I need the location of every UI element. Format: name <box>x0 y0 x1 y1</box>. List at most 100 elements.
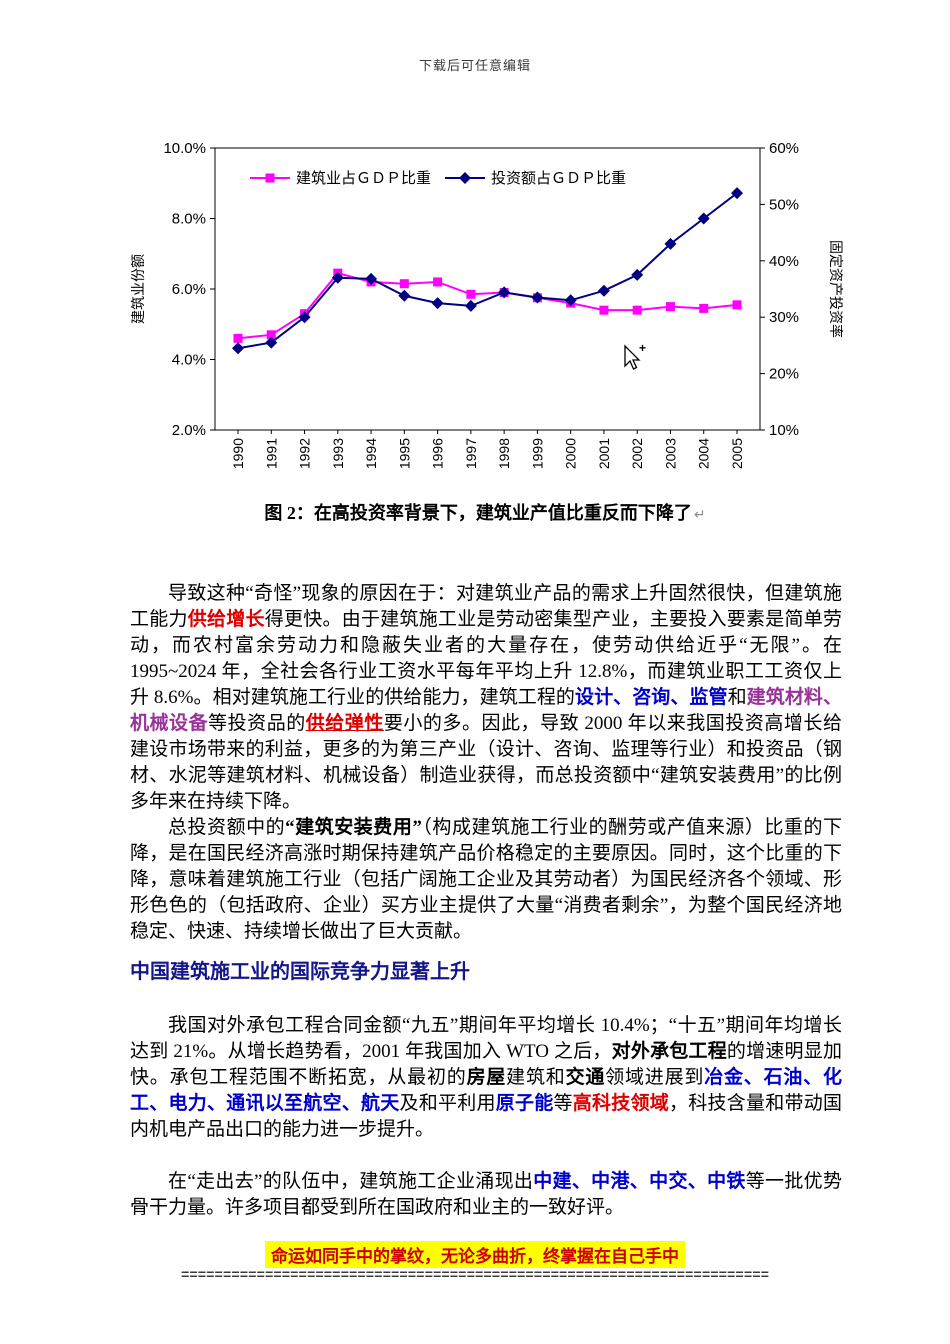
x-axis-tick-label: 1993 <box>330 438 346 469</box>
data-point <box>365 272 378 285</box>
legend-label: 建筑业占ＧＤＰ比重 <box>296 170 431 187</box>
x-axis-tick-label: 2005 <box>729 438 745 469</box>
text-run: 领域进展到 <box>605 1067 705 1088</box>
chart-container: 10.0% 8.0% 6.0% 4.0% 2.0% 建筑业份额 60% 50% 40% 30% 20… <box>115 138 855 493</box>
text-run: 得更快。由于建筑施工业是劳动密集型产业，主要投入要素是简单劳动，而农村富余劳动力… <box>130 609 847 708</box>
x-axis-tick-label: 1995 <box>396 438 412 469</box>
plot-area <box>214 147 761 431</box>
x-axis-tick-label: 1991 <box>263 438 279 469</box>
x-axis-tick-label: 2002 <box>629 438 645 469</box>
right-axis-tick-label: 40% <box>769 253 799 270</box>
text-run: 等投资品的 <box>208 713 306 734</box>
data-point <box>664 237 677 250</box>
x-axis-tick-label: 2000 <box>563 438 579 469</box>
right-axis-tick-label: 60% <box>769 140 799 157</box>
x-axis: 1990 1991 1992 1993 1994 1995 1996 1997 1998 1999… <box>230 430 745 469</box>
legend-label: 投资额占ＧＤＰ比重 <box>491 170 626 187</box>
paragraph-supply-growth: 导致这种“奇怪”现象的原因在于：对建筑业产品的需求上升固然很快，但建筑施工能力供… <box>130 581 842 815</box>
plot-border <box>214 147 761 431</box>
text-run: （构成建筑施工行业的酬劳或产值来源）比重的下降，是在国民经济高涨时期保持建筑产品… <box>130 817 842 942</box>
paragraph-going-out-enterprises: 在“走出去”的队伍中，建筑施工企业涌现出中建、中港、中交、中铁等一批优势骨干力量… <box>130 1169 842 1221</box>
data-point <box>466 289 476 299</box>
left-axis-tick-label: 6.0% <box>172 281 206 298</box>
x-axis-tick-label: 1999 <box>529 438 545 469</box>
data-point <box>464 299 477 312</box>
footer-quote-line: 命运如同手中的掌纹，无论多曲折，终掌握在自己手中 <box>0 1241 950 1268</box>
text-run: 建筑材料、机械设备 <box>130 687 842 734</box>
text-run: 交通 <box>565 1067 606 1088</box>
data-point <box>433 277 443 287</box>
data-point <box>665 302 675 312</box>
series-line <box>237 272 738 340</box>
x-axis-tick-label: 1996 <box>430 438 446 469</box>
text-run: 冶金、石油、化工、电力、通讯以至航空、航天 <box>130 1067 842 1114</box>
text-run: ，科技含量和带动国内机电产品出口的能力进一步提升。 <box>130 1093 842 1140</box>
footer-quote-highlight: 命运如同手中的掌纹，无论多曲折，终掌握在自己手中 <box>265 1241 685 1268</box>
paragraph-return-mark: ↵ <box>693 508 706 523</box>
x-axis-tick-label: 2001 <box>596 438 612 469</box>
x-axis-tick-label: 1994 <box>363 438 379 469</box>
text-run: “建筑安装费用” <box>285 817 422 838</box>
x-axis-tick-label: 1992 <box>297 438 313 469</box>
data-point <box>266 330 276 340</box>
data-point <box>697 212 710 225</box>
data-point <box>233 333 243 343</box>
x-axis-tick-label: 1997 <box>463 438 479 469</box>
paragraph-overseas-contracting: 我国对外承包工程合同金额“九五”期间年平均增长 10.4%；“十五”期间年均增长… <box>130 1013 842 1143</box>
text-run: 总投资额中的 <box>168 817 286 838</box>
series-line <box>237 192 738 350</box>
data-point <box>265 336 278 349</box>
text-run: 等一批优势骨干力量。许多项目都受到所在国政府和业主的一致好评。 <box>130 1171 842 1218</box>
x-axis-tick-label: 2004 <box>696 438 712 469</box>
x-axis-tick-label: 2003 <box>662 438 678 469</box>
right-axis: 60% 50% 40% 30% 20% 10% 固定资产投资率 <box>760 140 844 439</box>
text-run: 供给弹性 <box>305 713 384 734</box>
left-axis-title: 建筑业份额 <box>130 254 146 324</box>
left-axis-tick-label: 10.0% <box>163 140 206 157</box>
left-axis: 10.0% 8.0% 6.0% 4.0% 2.0% 建筑业份额 <box>130 140 215 439</box>
data-point <box>632 305 642 315</box>
x-axis-tick-label: 1990 <box>230 438 246 469</box>
data-point <box>459 172 471 184</box>
text-run: 和 <box>727 687 747 708</box>
chart-caption: 图 2：在高投资率背景下，建筑业产值比重反而下降了 ↵ <box>115 499 855 525</box>
text-run: 中建、中港、中交、中铁 <box>533 1171 746 1192</box>
left-axis-tick-label: 8.0% <box>172 211 206 228</box>
data-point <box>232 342 244 355</box>
data-point <box>431 297 444 310</box>
data-point <box>699 303 709 313</box>
data-point <box>599 305 609 315</box>
right-axis-tick-label: 50% <box>769 196 799 213</box>
text-run: 原子能 <box>495 1093 554 1114</box>
data-point <box>531 291 544 304</box>
text-run: 建筑和 <box>506 1067 566 1088</box>
line-chart: 10.0% 8.0% 6.0% 4.0% 2.0% 建筑业份额 60% 50% 40% 30% 20… <box>130 140 844 469</box>
text-run: 导致这种“奇怪”现象的原因在于：对建筑业产品的需求上升固然很快，但建筑施工能力 <box>130 583 842 630</box>
left-axis-tick-label: 4.0% <box>172 352 206 369</box>
chart-caption-text: 图 2：在高投资率背景下，建筑业产值比重反而下降了 <box>264 503 692 523</box>
data-point <box>298 311 311 324</box>
text-run: 高科技领域 <box>572 1093 669 1114</box>
text-run: 供给增长 <box>187 609 265 630</box>
mouse-cursor-icon: + <box>624 341 646 370</box>
data-point <box>265 173 275 183</box>
text-run: 在“走出去”的队伍中，建筑施工企业涌现出 <box>168 1171 534 1192</box>
text-run: 设计、咨询、监管 <box>575 687 728 708</box>
page-header-note: 下载后可任意编辑 <box>418 58 531 73</box>
right-axis-tick-label: 30% <box>769 309 799 326</box>
data-point <box>631 268 644 281</box>
cursor-plus: + <box>639 341 646 355</box>
right-axis-title: 固定资产投资率 <box>828 240 844 338</box>
data-point <box>398 289 411 302</box>
left-axis-tick-label: 2.0% <box>172 422 206 439</box>
chart-legend: 建筑业占ＧＤＰ比重 投资额占ＧＤＰ比重 <box>250 170 626 187</box>
x-axis-tick-label: 1998 <box>496 438 512 469</box>
text-run: 等 <box>553 1093 573 1114</box>
cursor-arrow <box>624 344 641 370</box>
document-body: 导致这种“奇怪”现象的原因在于：对建筑业产品的需求上升固然很快，但建筑施工能力供… <box>130 581 842 1221</box>
text-run: 要小的多。因此，导致 2000 年以来我国投资高增长给建设市场带来的利益，更多的… <box>130 713 842 812</box>
data-point <box>732 300 742 310</box>
data-point <box>498 286 511 299</box>
data-point <box>731 187 743 200</box>
